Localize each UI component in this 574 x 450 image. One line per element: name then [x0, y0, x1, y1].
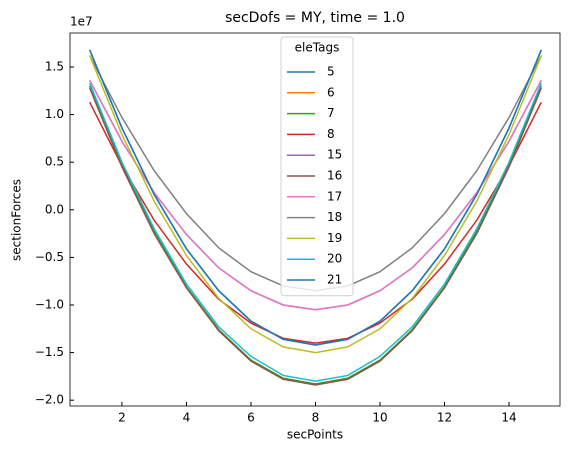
- x-tick-label: 4: [183, 411, 191, 425]
- series-line: [88, 87, 542, 386]
- y-tick-label: 1.0: [45, 107, 64, 121]
- legend-label: 18: [327, 210, 342, 224]
- series-line: [88, 55, 542, 354]
- chart-title: secDofs = MY, time = 1.0: [225, 10, 405, 26]
- legend-label: 8: [327, 127, 335, 141]
- series-line: [88, 82, 542, 382]
- plot-frame: [69, 32, 561, 407]
- y-tick-label: −0.5: [35, 250, 64, 264]
- y-tick-label: −1.0: [35, 297, 64, 311]
- x-tick-label: 6: [247, 411, 255, 425]
- x-tick-label: 12: [437, 411, 452, 425]
- y-tick-label: 1.5: [45, 59, 64, 73]
- y-tick-label: 0.5: [45, 155, 64, 169]
- legend-label: 6: [327, 85, 335, 99]
- y-offset-label: 1e7: [70, 15, 93, 29]
- y-tick-label: −2.0: [35, 393, 64, 407]
- series-line: [88, 85, 542, 385]
- legend-title: eleTags: [295, 41, 340, 55]
- legend-box: [280, 36, 354, 297]
- x-tick-label: 8: [312, 411, 320, 425]
- legend-label: 5: [327, 65, 335, 79]
- y-tick-label: 0.0: [45, 202, 64, 216]
- x-tick-label: 2: [118, 411, 126, 425]
- series-line: [89, 79, 542, 311]
- y-tick-label: −1.5: [35, 345, 64, 359]
- legend-label: 17: [327, 189, 342, 203]
- x-tick-label: 14: [501, 411, 516, 425]
- legend-label: 15: [327, 148, 342, 162]
- legend-label: 20: [327, 252, 342, 266]
- legend-label: 21: [327, 273, 342, 287]
- x-tick-label: 10: [372, 411, 387, 425]
- legend-label: 16: [327, 169, 342, 183]
- series-line: [89, 101, 542, 344]
- legend-label: 19: [327, 231, 342, 245]
- series-line: [88, 49, 542, 346]
- x-axis-label: secPoints: [287, 428, 343, 442]
- y-axis-label: sectionForces: [10, 179, 24, 261]
- legend-label: 7: [327, 106, 335, 120]
